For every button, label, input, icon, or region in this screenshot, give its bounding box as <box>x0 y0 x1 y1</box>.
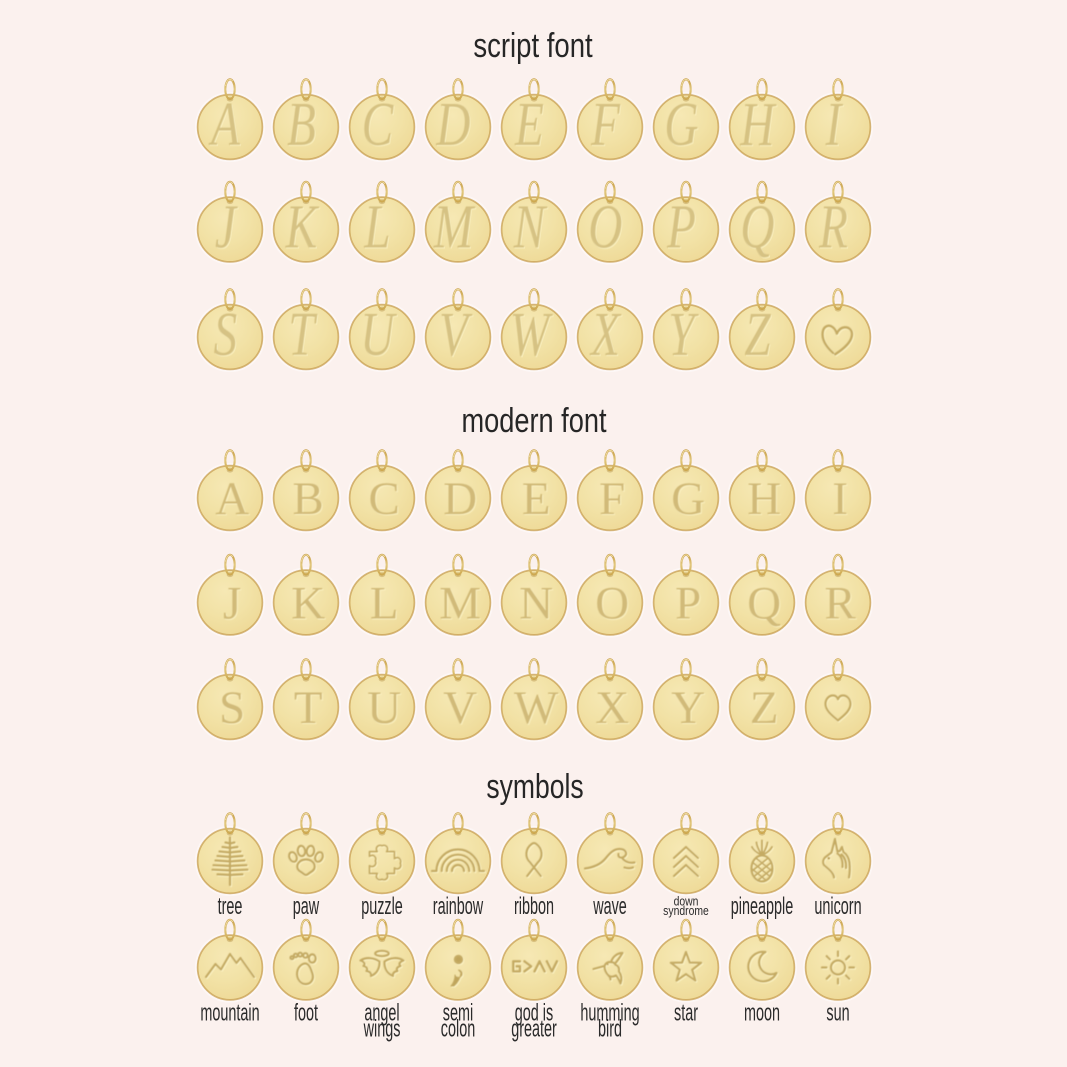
svg-text:A: A <box>215 473 249 525</box>
svg-text:N: N <box>519 578 553 630</box>
svg-text:G: G <box>671 473 705 525</box>
svg-text:K: K <box>291 578 325 630</box>
svg-text:X: X <box>589 300 621 370</box>
svg-text:R: R <box>825 578 857 630</box>
svg-text:sun: sun <box>826 1000 849 1027</box>
svg-text:symbols: symbols <box>486 768 583 806</box>
svg-text:paw: paw <box>293 893 320 920</box>
svg-text:modern font: modern font <box>461 401 606 440</box>
svg-text:B: B <box>293 473 324 525</box>
svg-text:S: S <box>219 682 245 734</box>
svg-text:semi: semi <box>443 1000 473 1027</box>
svg-text:W: W <box>510 300 553 370</box>
svg-text:D: D <box>436 90 471 160</box>
svg-text:bird: bird <box>598 1016 622 1043</box>
svg-text:H: H <box>747 473 781 525</box>
svg-text:mountain: mountain <box>200 1000 259 1027</box>
svg-text:I: I <box>825 90 844 160</box>
svg-text:C: C <box>369 473 400 525</box>
svg-text:Z: Z <box>744 300 771 370</box>
svg-text:moon: moon <box>744 1000 780 1027</box>
svg-text:foot: foot <box>294 1000 318 1027</box>
svg-text:F: F <box>599 473 625 525</box>
svg-text:W: W <box>514 682 559 734</box>
svg-text:syndrome: syndrome <box>663 904 709 918</box>
svg-text:Q: Q <box>740 192 774 262</box>
svg-text:M: M <box>433 192 475 262</box>
svg-text:Y: Y <box>668 300 699 370</box>
svg-text:E: E <box>514 90 544 160</box>
svg-text:J: J <box>215 192 238 262</box>
svg-text:H: H <box>740 90 777 160</box>
svg-text:Q: Q <box>747 578 781 630</box>
svg-text:B: B <box>287 90 316 160</box>
svg-text:L: L <box>370 578 399 630</box>
svg-text:unicorn: unicorn <box>814 893 861 920</box>
svg-text:S: S <box>214 300 238 370</box>
svg-text:A: A <box>208 90 241 160</box>
svg-text:N: N <box>513 192 548 262</box>
svg-text:L: L <box>364 192 391 262</box>
svg-text:star: star <box>674 1000 698 1027</box>
svg-text:M: M <box>439 578 481 630</box>
svg-text:V: V <box>439 300 473 370</box>
svg-text:T: T <box>294 682 323 734</box>
svg-text:E: E <box>522 473 551 525</box>
svg-text:R: R <box>818 192 848 262</box>
svg-text:U: U <box>360 300 397 370</box>
svg-text:script font: script font <box>473 26 593 64</box>
svg-text:rainbow: rainbow <box>433 893 484 920</box>
svg-text:J: J <box>223 578 241 630</box>
svg-text:Y: Y <box>671 682 705 734</box>
svg-text:puzzle: puzzle <box>361 893 403 920</box>
svg-text:G: G <box>664 90 698 160</box>
svg-text:K: K <box>285 192 320 262</box>
svg-text:tree: tree <box>218 893 243 920</box>
svg-text:V: V <box>443 682 477 734</box>
svg-text:ribbon: ribbon <box>514 893 554 920</box>
svg-text:pineapple: pineapple <box>731 893 793 920</box>
svg-text:T: T <box>288 300 318 370</box>
svg-text:wave: wave <box>592 893 626 920</box>
svg-text:wings: wings <box>363 1016 401 1043</box>
svg-text:U: U <box>367 682 401 734</box>
svg-text:greater: greater <box>511 1016 557 1043</box>
svg-text:C: C <box>362 90 394 160</box>
svg-text:angel: angel <box>364 1000 399 1027</box>
svg-text:P: P <box>666 192 696 262</box>
svg-text:O: O <box>595 578 629 630</box>
svg-text:D: D <box>443 473 477 525</box>
svg-text:down: down <box>674 894 699 908</box>
svg-text:O: O <box>588 192 622 262</box>
svg-text:F: F <box>590 90 621 160</box>
svg-text:P: P <box>675 578 701 630</box>
svg-text:colon: colon <box>441 1016 475 1043</box>
svg-text:Z: Z <box>750 682 779 734</box>
svg-text:god is: god is <box>515 1000 553 1027</box>
svg-text:X: X <box>595 682 629 734</box>
svg-text:I: I <box>832 473 848 525</box>
svg-text:humming: humming <box>580 1000 639 1027</box>
